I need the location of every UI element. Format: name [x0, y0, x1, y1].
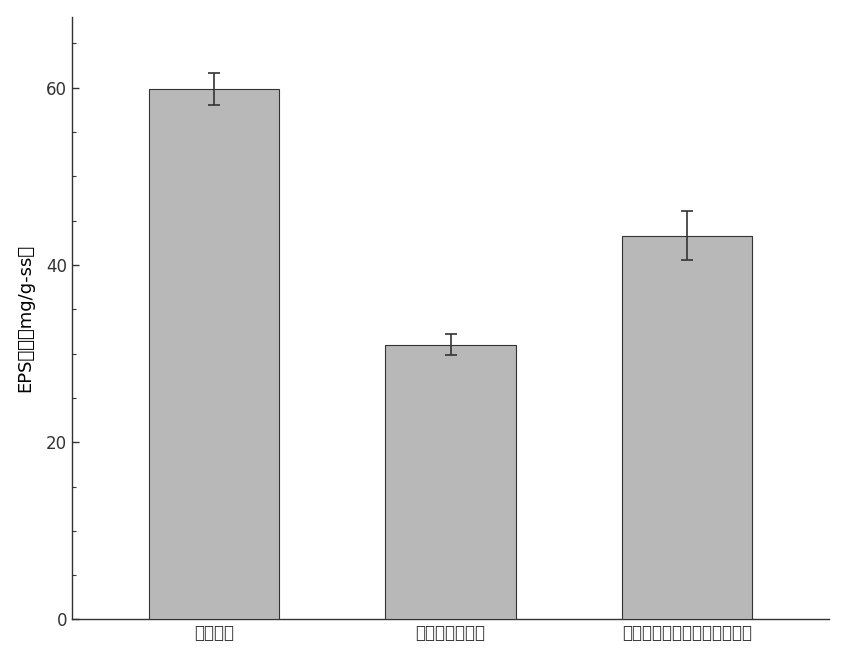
Bar — [622, 236, 752, 619]
Y-axis label: EPS总量（mg/g-ss）: EPS总量（mg/g-ss） — [17, 244, 35, 392]
Bar — [386, 345, 516, 619]
Bar — [149, 90, 279, 619]
